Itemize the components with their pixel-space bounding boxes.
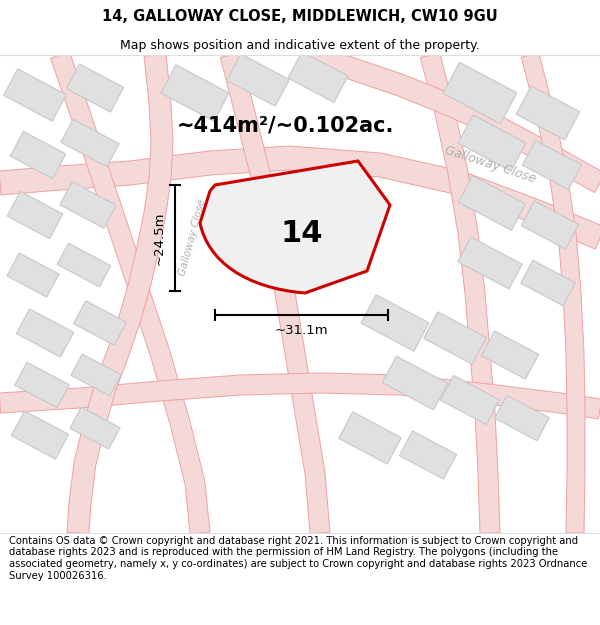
Polygon shape <box>57 243 111 287</box>
Polygon shape <box>421 52 500 533</box>
Text: ~414m²/~0.102ac.: ~414m²/~0.102ac. <box>176 115 394 135</box>
Polygon shape <box>67 54 173 534</box>
Polygon shape <box>288 51 348 102</box>
Polygon shape <box>15 362 69 408</box>
Polygon shape <box>4 69 67 121</box>
Polygon shape <box>458 237 522 289</box>
Polygon shape <box>50 52 210 534</box>
Polygon shape <box>61 119 119 167</box>
Polygon shape <box>495 395 549 441</box>
Polygon shape <box>7 253 59 297</box>
Polygon shape <box>0 373 600 419</box>
Polygon shape <box>74 301 127 345</box>
Polygon shape <box>297 44 600 192</box>
Text: Galloway Close: Galloway Close <box>177 199 207 278</box>
Polygon shape <box>361 295 429 351</box>
Polygon shape <box>521 201 578 249</box>
Text: Contains OS data © Crown copyright and database right 2021. This information is : Contains OS data © Crown copyright and d… <box>9 536 587 581</box>
Polygon shape <box>60 182 116 228</box>
Text: ~31.1m: ~31.1m <box>275 324 328 338</box>
Polygon shape <box>400 431 457 479</box>
Polygon shape <box>67 64 124 112</box>
Polygon shape <box>458 176 526 231</box>
Text: ~24.5m: ~24.5m <box>152 211 166 265</box>
Text: Galloway Close: Galloway Close <box>443 144 538 186</box>
Polygon shape <box>516 86 580 140</box>
Polygon shape <box>242 174 358 282</box>
Polygon shape <box>458 115 526 171</box>
Polygon shape <box>440 376 500 424</box>
Polygon shape <box>71 354 121 396</box>
Polygon shape <box>338 412 401 464</box>
Polygon shape <box>521 260 575 306</box>
Polygon shape <box>220 52 330 534</box>
Polygon shape <box>10 131 66 179</box>
Polygon shape <box>70 407 120 449</box>
Polygon shape <box>523 141 581 189</box>
Text: 14: 14 <box>281 219 323 248</box>
Polygon shape <box>481 331 539 379</box>
Polygon shape <box>161 65 229 121</box>
Polygon shape <box>11 411 68 459</box>
Polygon shape <box>227 54 289 106</box>
Polygon shape <box>7 191 63 239</box>
Polygon shape <box>0 146 600 249</box>
Polygon shape <box>424 312 487 364</box>
Text: 14, GALLOWAY CLOSE, MIDDLEWICH, CW10 9GU: 14, GALLOWAY CLOSE, MIDDLEWICH, CW10 9GU <box>102 9 498 24</box>
Polygon shape <box>16 309 74 357</box>
Polygon shape <box>521 52 585 533</box>
Polygon shape <box>443 62 517 124</box>
PathPatch shape <box>200 161 390 293</box>
Polygon shape <box>382 356 448 410</box>
Text: Map shows position and indicative extent of the property.: Map shows position and indicative extent… <box>120 39 480 52</box>
